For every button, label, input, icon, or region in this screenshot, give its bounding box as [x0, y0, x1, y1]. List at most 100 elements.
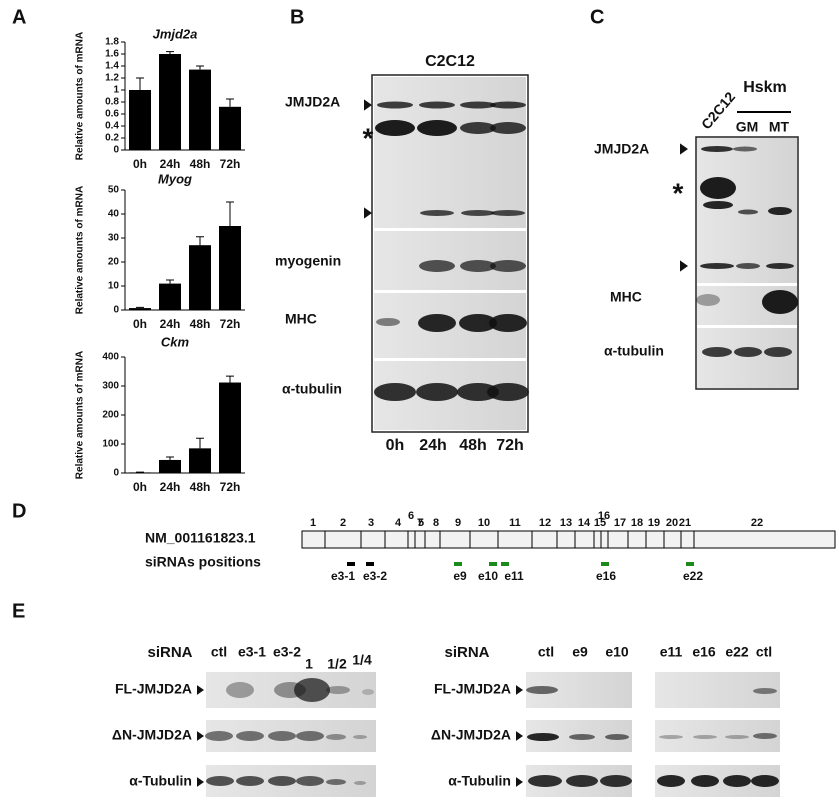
exon-number: 17	[614, 517, 626, 529]
panel-label: D	[12, 500, 26, 522]
error-bar	[166, 279, 174, 284]
lane-label: e11	[660, 644, 683, 660]
sirna-mark	[501, 562, 509, 566]
blot	[374, 77, 526, 228]
blot-band	[362, 689, 374, 695]
blot-band	[751, 775, 779, 787]
header-label: siRNA	[444, 644, 489, 661]
x-tick-label: 0h	[133, 480, 147, 494]
blot-band	[236, 776, 264, 786]
row-label: JMJD2A	[285, 94, 340, 110]
blot-band	[375, 120, 415, 136]
y-tick-label: 0.6	[105, 109, 119, 120]
blot-band	[702, 347, 732, 357]
exon-number: 13	[560, 517, 572, 529]
exon-number: 3	[368, 517, 374, 529]
x-tick-label: 48h	[190, 317, 211, 331]
blot-band	[419, 101, 455, 109]
x-tick-label: 72h	[220, 480, 241, 494]
y-tick-label: 1.8	[105, 37, 119, 48]
blot-frame	[695, 136, 799, 390]
blot-band	[294, 678, 330, 702]
error-bar	[226, 201, 234, 226]
y-tick-label: 400	[102, 352, 119, 363]
sirna-name: e3-1	[331, 569, 355, 583]
row-label: α-Tubulin	[448, 773, 511, 789]
arrowhead	[680, 260, 688, 272]
y-tick-label: 10	[108, 281, 120, 292]
blot-band	[693, 735, 717, 739]
y-tick-label: 0	[113, 305, 119, 316]
arrowhead	[197, 731, 204, 741]
arrowhead	[680, 143, 688, 155]
row-label: JMJD2A	[594, 141, 649, 157]
exon-number: 7	[417, 517, 423, 529]
exon-number: 19	[648, 517, 660, 529]
exon-number: 11	[509, 517, 521, 529]
blot-band	[696, 294, 720, 306]
blot-band	[353, 735, 367, 739]
row-label: ΔN-JMJD2A	[431, 727, 511, 743]
row-label: MHC	[285, 311, 317, 327]
exon-number: 21	[679, 517, 691, 529]
blot-band	[296, 776, 324, 786]
blot-band	[569, 734, 595, 740]
y-tick-label: 20	[108, 257, 120, 268]
panel-label: E	[12, 600, 25, 622]
header-label: siRNA	[147, 644, 192, 661]
error-bar	[196, 437, 204, 449]
error-bar	[166, 51, 174, 54]
exon-number: 1	[310, 517, 316, 529]
exon-number: 14	[578, 517, 591, 529]
blot-band	[762, 290, 798, 314]
y-tick-label: 0	[113, 468, 119, 479]
lane-label: ctl	[538, 644, 554, 660]
x-tick-label: 48h	[190, 157, 211, 171]
gene-bar	[301, 530, 836, 549]
sirna-mark	[489, 562, 497, 566]
blot-band	[766, 263, 794, 269]
panel-label: B	[290, 6, 304, 28]
error-bar	[226, 375, 234, 383]
sirna-mark	[686, 562, 694, 566]
y-tick-label: 1.4	[105, 61, 119, 72]
lane-label: 24h	[419, 437, 447, 454]
bar	[159, 54, 181, 150]
blot-band	[768, 207, 792, 215]
exon-number: 4	[395, 517, 402, 529]
y-axis-label: Relative amounts of mRNA	[75, 32, 86, 160]
x-tick-label: 72h	[220, 317, 241, 331]
blot-band	[700, 263, 734, 269]
row-label: ΔN-JMJD2A	[112, 727, 192, 743]
lane-label: GM	[736, 119, 759, 135]
blot-band	[354, 781, 366, 785]
transcript-label: NM_001161823.1	[145, 530, 256, 546]
row-label: α-Tubulin	[129, 773, 192, 789]
lane-label: 1/2	[327, 656, 347, 672]
y-tick-label: 40	[108, 209, 120, 220]
row-label: FL-JMJD2A	[115, 681, 192, 697]
blot-band	[701, 146, 733, 152]
exon-number: 2	[340, 517, 346, 529]
sirna-name: e9	[453, 569, 467, 583]
blot-band	[376, 318, 400, 326]
blot-band	[600, 775, 632, 787]
blot-band	[490, 260, 526, 272]
marker: *	[673, 177, 684, 208]
blot-band	[226, 682, 254, 698]
x-tick-label: 0h	[133, 157, 147, 171]
blot-band	[659, 735, 683, 739]
blot-band	[461, 210, 495, 216]
x-tick-label: 24h	[160, 157, 181, 171]
lane-label: e10	[605, 644, 629, 660]
marker: *	[363, 122, 374, 153]
blot-band	[491, 210, 525, 216]
exon-number: 10	[478, 517, 490, 529]
y-axis-label: Relative amounts of mRNA	[75, 186, 86, 314]
y-tick-label: 0.8	[105, 97, 119, 108]
blot-band	[738, 209, 758, 215]
exon-number: 8	[433, 517, 439, 529]
group-label: Hskm	[743, 79, 787, 96]
bar	[189, 245, 211, 310]
